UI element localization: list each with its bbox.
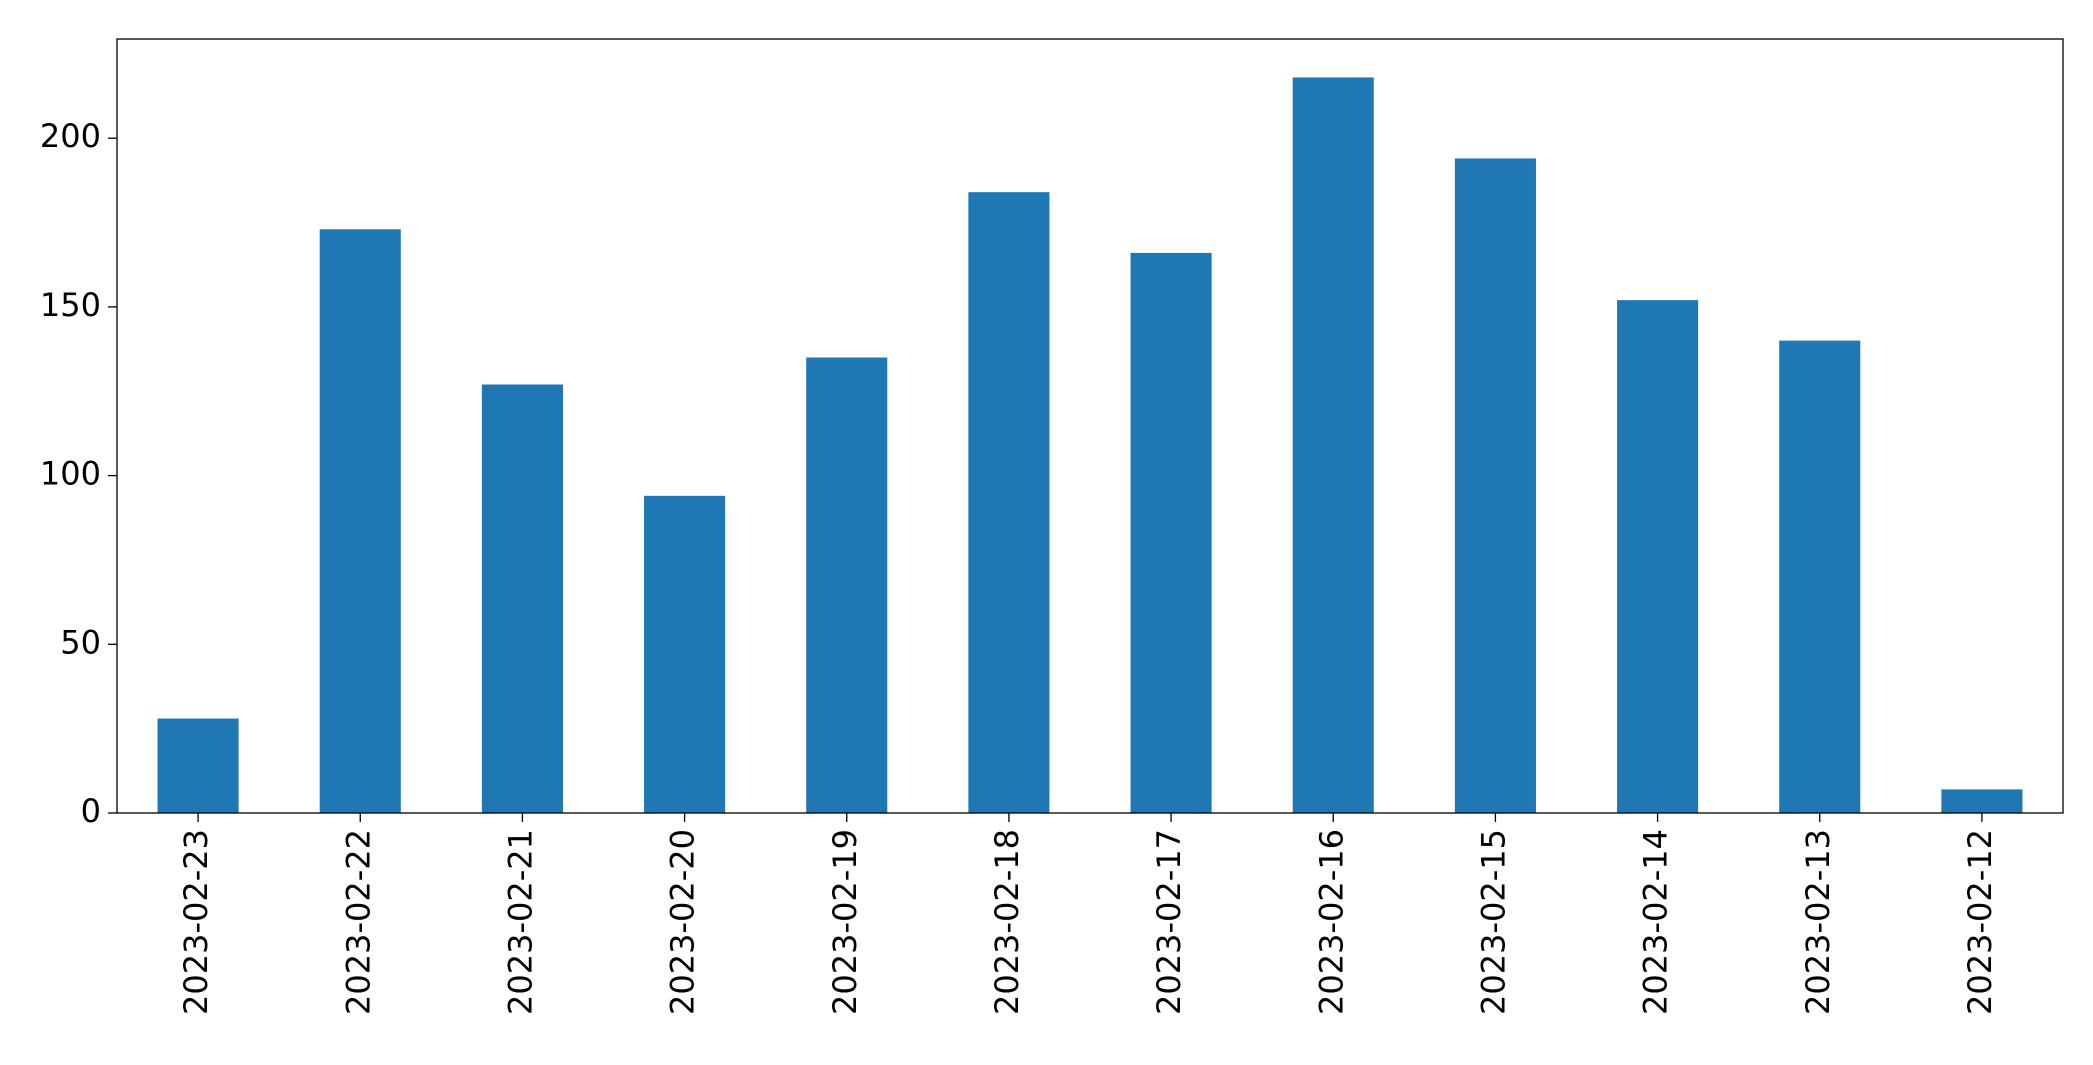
bar — [1941, 789, 2023, 813]
bar — [1130, 252, 1212, 813]
y-tick-label: 0 — [81, 792, 101, 830]
x-tick-label: 2023-02-21 — [501, 829, 539, 1015]
y-tick-label: 200 — [40, 117, 101, 155]
x-tick-label: 2023-02-20 — [664, 829, 702, 1015]
x-tick-label: 2023-02-15 — [1474, 829, 1512, 1015]
x-tick-label: 2023-02-18 — [988, 829, 1026, 1015]
bar — [968, 192, 1050, 813]
bar — [157, 718, 239, 813]
x-tick-label: 2023-02-19 — [826, 829, 864, 1015]
y-tick-label: 50 — [60, 623, 101, 661]
x-tick-label: 2023-02-13 — [1799, 829, 1837, 1015]
bar — [481, 384, 563, 813]
plot-frame — [116, 38, 2064, 814]
x-tick-label: 2023-02-17 — [1150, 829, 1188, 1015]
bar — [1779, 340, 1861, 813]
bar — [1292, 77, 1374, 814]
x-tick-label: 2023-02-16 — [1312, 829, 1350, 1015]
x-tick-label: 2023-02-22 — [339, 829, 377, 1015]
y-tick-label: 150 — [40, 286, 101, 324]
x-tick-label: 2023-02-14 — [1637, 829, 1675, 1015]
x-tick-label: 2023-02-23 — [177, 829, 215, 1015]
bar — [1617, 300, 1699, 814]
bar — [1454, 158, 1536, 813]
y-tick-label: 100 — [40, 455, 101, 493]
bar — [319, 229, 401, 813]
bar — [806, 357, 888, 813]
x-tick-label: 2023-02-12 — [1961, 829, 1999, 1015]
bar — [644, 495, 726, 813]
